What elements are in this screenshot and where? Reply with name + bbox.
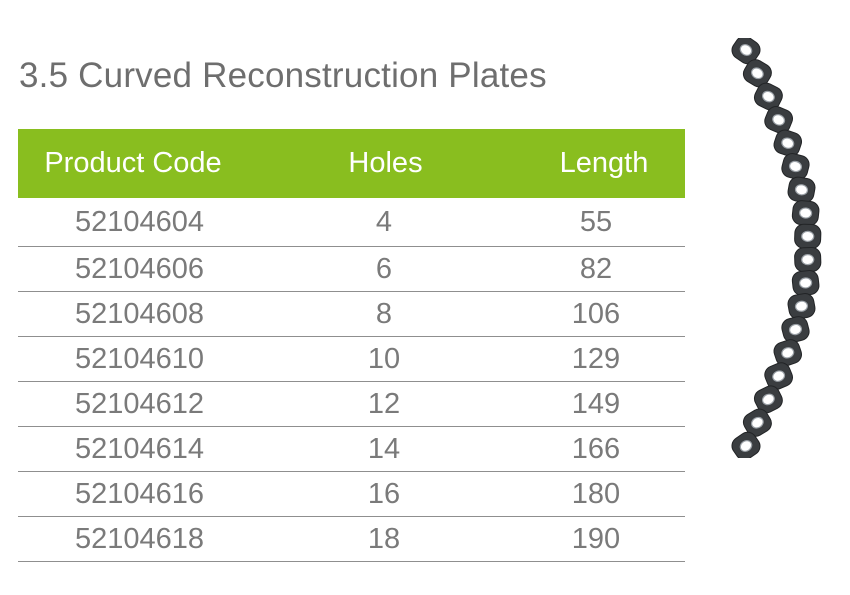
plate-hole bbox=[801, 254, 815, 266]
plate-hole bbox=[751, 67, 764, 80]
table-row: 52104610 10 129 bbox=[18, 337, 685, 382]
plate-hole bbox=[739, 44, 753, 56]
cell-length: 180 bbox=[571, 477, 621, 510]
table-row: 52104618 18 190 bbox=[18, 517, 685, 562]
plate-hole bbox=[781, 137, 795, 149]
table-row: 52104606 6 82 bbox=[18, 247, 685, 292]
cell-holes: 6 bbox=[375, 252, 393, 285]
plate-hole bbox=[772, 114, 786, 126]
plate-hole bbox=[794, 300, 809, 312]
cell-holes: 18 bbox=[367, 522, 401, 555]
spec-table: Product Code Holes Length 52104604 4 55 … bbox=[18, 129, 685, 562]
table-row: 52104616 16 180 bbox=[18, 472, 685, 517]
cell-holes: 8 bbox=[375, 297, 393, 330]
header-length: Length bbox=[559, 147, 649, 179]
plate-hole bbox=[788, 160, 803, 173]
plate-hole bbox=[739, 440, 753, 452]
plate-hole bbox=[761, 393, 775, 406]
table-row: 52104608 8 106 bbox=[18, 292, 685, 337]
cell-length: 82 bbox=[579, 252, 613, 285]
table-body: 52104604 4 55 52104606 6 82 52104608 8 1… bbox=[18, 198, 685, 562]
cell-length: 190 bbox=[571, 522, 621, 555]
cell-length: 106 bbox=[571, 297, 621, 330]
cell-holes: 14 bbox=[367, 432, 401, 465]
cell-product-code: 52104618 bbox=[74, 522, 205, 555]
cell-product-code: 52104608 bbox=[74, 297, 205, 330]
plate-hole bbox=[781, 347, 795, 359]
cell-length: 55 bbox=[579, 205, 613, 238]
cell-holes: 12 bbox=[367, 387, 401, 420]
plate-hole bbox=[788, 323, 803, 336]
cell-product-code: 52104606 bbox=[74, 252, 205, 285]
plate-hole bbox=[772, 370, 786, 382]
page-title: 3.5 Curved Reconstruction Plates bbox=[19, 56, 547, 95]
header-product-code: Product Code bbox=[44, 147, 222, 179]
cell-holes: 16 bbox=[367, 477, 401, 510]
cell-product-code: 52104612 bbox=[74, 387, 205, 420]
plate-hole bbox=[799, 207, 813, 219]
cell-holes: 10 bbox=[367, 342, 401, 375]
plate-hole bbox=[801, 230, 815, 242]
cell-length: 166 bbox=[571, 432, 621, 465]
table-row: 52104604 4 55 bbox=[18, 198, 685, 247]
plate-hole bbox=[761, 90, 775, 103]
header-holes: Holes bbox=[348, 147, 423, 179]
cell-length: 129 bbox=[571, 342, 621, 375]
curved-reconstruction-plate-icon bbox=[731, 38, 822, 458]
plate-hole bbox=[799, 277, 813, 289]
plate-hole bbox=[794, 184, 809, 196]
plate-hole bbox=[751, 416, 764, 429]
cell-holes: 4 bbox=[375, 205, 393, 238]
cell-length: 149 bbox=[571, 387, 621, 420]
table-header: Product Code Holes Length bbox=[18, 129, 685, 198]
cell-product-code: 52104604 bbox=[74, 205, 205, 238]
cell-product-code: 52104614 bbox=[74, 432, 205, 465]
cell-product-code: 52104616 bbox=[74, 477, 205, 510]
table-row: 52104614 14 166 bbox=[18, 427, 685, 472]
cell-product-code: 52104610 bbox=[74, 342, 205, 375]
table-row: 52104612 12 149 bbox=[18, 382, 685, 427]
